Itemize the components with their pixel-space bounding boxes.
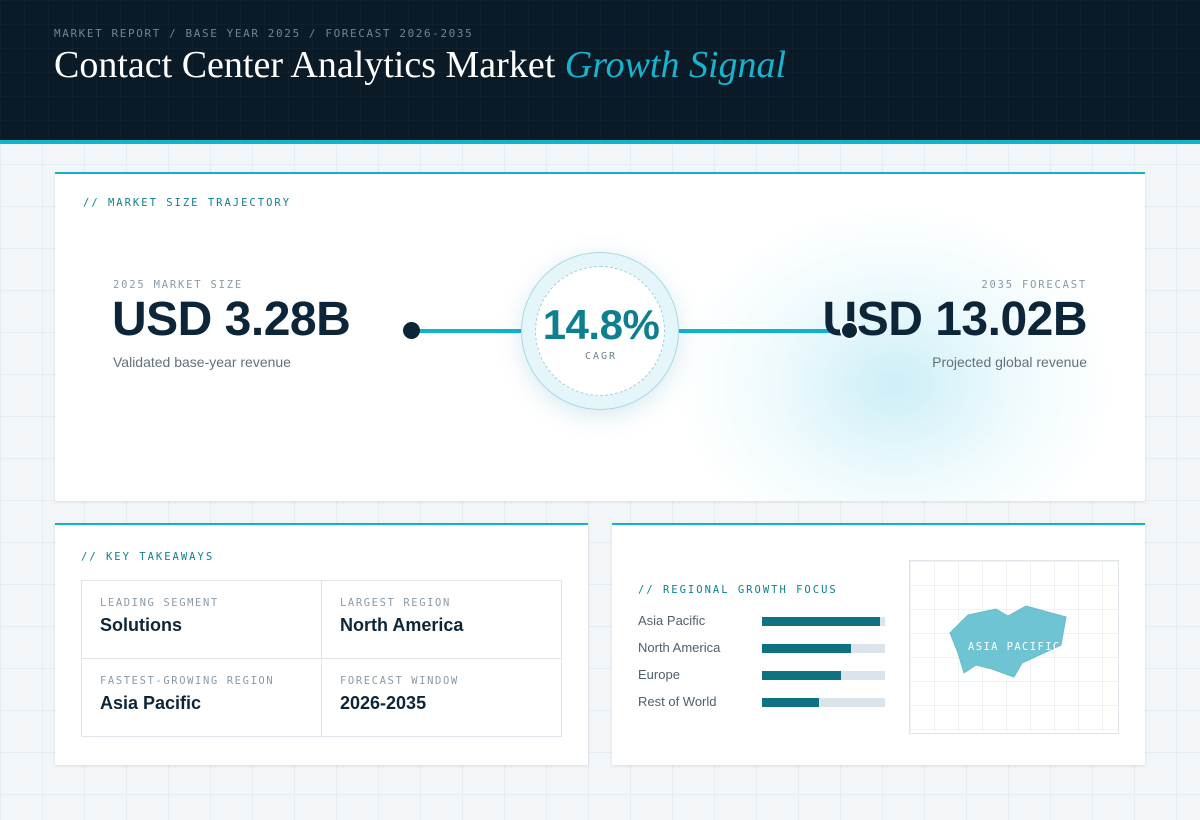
cagr-label: CAGR [584,351,618,362]
takeaway-forecast-window: FORECAST WINDOW 2026-2035 [322,659,562,737]
start-market-size-caption: Validated base-year revenue [113,354,291,370]
page-title-accent: Growth Signal [564,44,787,86]
takeaway-value: North America [340,615,464,635]
regional-growth-card: // REGIONAL GROWTH FOCUS Asia Pacific No… [612,523,1145,765]
asia-pacific-map-icon [949,605,1067,678]
trajectory-end-node [840,321,859,340]
background-glow [675,204,1115,501]
takeaway-fastest-growing-region: FASTEST-GROWING REGION Asia Pacific [82,659,322,737]
market-size-trajectory-card: // MARKET SIZE TRAJECTORY 2025 MARKET SI… [55,172,1145,501]
region-bar-label: Rest of World [638,694,717,709]
cagr-value: 14.8% [542,301,660,348]
region-bar-track [762,644,885,653]
takeaway-value: Asia Pacific [100,693,202,713]
cagr-badge-inner: 14.8% CAGR [535,266,665,396]
region-bar-row: Asia Pacific [638,611,888,631]
takeaway-largest-region: LARGEST REGION North America [322,581,562,659]
region-bar-fill [762,644,851,653]
regional-section-label: // REGIONAL GROWTH FOCUS [638,584,838,596]
forecast-market-size-caption: Projected global revenue [932,354,1087,370]
region-bar-row: North America [638,638,888,658]
region-bar-fill [762,671,841,680]
page-title: Contact Center Analytics Market Growth S… [54,43,786,87]
page-header: MARKET REPORT / BASE YEAR 2025 / FORECAS… [0,0,1200,144]
region-bar-label: Europe [638,667,680,682]
breadcrumb: MARKET REPORT / BASE YEAR 2025 / FORECAS… [54,27,474,40]
region-bar-label: Asia Pacific [638,613,706,628]
start-market-size-value: USD 3.28B [112,293,351,346]
region-bar-track [762,698,885,707]
end-year-kicker: 2035 FORECAST [981,279,1087,291]
takeaway-value: Solutions [100,615,182,635]
cagr-badge: 14.8% CAGR [521,252,679,410]
region-map-panel: ASIA PACIFIC [909,560,1119,734]
takeaways-section-label: // KEY TAKEAWAYS [81,551,215,563]
region-bar-track [762,617,885,626]
region-bar-track [762,671,885,680]
takeaway-value: 2026-2035 [340,693,427,713]
takeaway-kicker: LARGEST REGION [340,597,451,609]
trajectory-start-node [403,322,420,339]
forecast-market-size-value: USD 13.02B [822,293,1088,346]
region-bar-row: Rest of World [638,692,888,712]
region-bar-label: North America [638,640,721,655]
page-title-main: Contact Center Analytics Market [54,44,556,86]
takeaway-leading-segment: LEADING SEGMENT Solutions [82,581,322,659]
region-bar-fill [762,698,819,707]
region-bar-fill [762,617,881,626]
trajectory-section-label: // MARKET SIZE TRAJECTORY [83,197,292,209]
region-bar-row: Europe [638,665,888,685]
key-takeaways-card: // KEY TAKEAWAYS LEADING SEGMENT Solutio… [55,523,588,765]
takeaway-kicker: LEADING SEGMENT [100,597,219,609]
takeaways-grid: LEADING SEGMENT Solutions LARGEST REGION… [81,580,562,737]
map-region-label: ASIA PACIFIC [968,641,1061,653]
start-year-kicker: 2025 MARKET SIZE [113,279,243,291]
takeaway-kicker: FORECAST WINDOW [340,675,459,687]
takeaway-kicker: FASTEST-GROWING REGION [100,675,275,687]
